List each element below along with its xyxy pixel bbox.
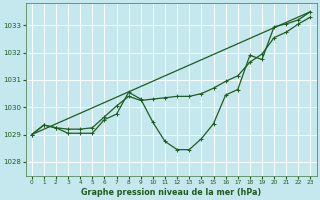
- X-axis label: Graphe pression niveau de la mer (hPa): Graphe pression niveau de la mer (hPa): [81, 188, 261, 197]
